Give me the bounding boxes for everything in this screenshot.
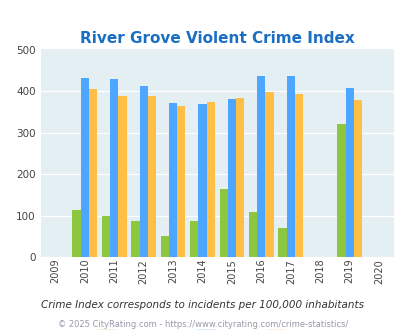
Bar [177, 106, 185, 257]
Bar [118, 96, 126, 257]
Bar [345, 88, 353, 257]
Bar [72, 210, 81, 257]
Title: River Grove Violent Crime Index: River Grove Violent Crime Index [80, 31, 354, 46]
Bar [139, 86, 147, 257]
Bar [257, 76, 265, 257]
Bar [337, 123, 345, 257]
Text: Crime Index corresponds to incidents per 100,000 inhabitants: Crime Index corresponds to incidents per… [41, 300, 364, 310]
Bar [235, 98, 244, 257]
Bar [190, 221, 198, 257]
Bar [227, 99, 235, 257]
Bar [160, 236, 168, 257]
Text: © 2025 CityRating.com - https://www.cityrating.com/crime-statistics/: © 2025 CityRating.com - https://www.city… [58, 319, 347, 329]
Bar [278, 228, 286, 257]
Bar [353, 100, 361, 257]
Bar [286, 76, 294, 257]
Bar [294, 94, 303, 257]
Bar [110, 80, 118, 257]
Legend: River Grove, Illinois, National: River Grove, Illinois, National [93, 325, 341, 330]
Bar [265, 92, 273, 257]
Bar [248, 213, 257, 257]
Bar [168, 103, 177, 257]
Bar [206, 102, 214, 257]
Bar [131, 221, 139, 257]
Bar [219, 189, 227, 257]
Bar [198, 104, 206, 257]
Bar [81, 78, 89, 257]
Bar [102, 216, 110, 257]
Bar [89, 89, 97, 257]
Bar [147, 96, 156, 257]
